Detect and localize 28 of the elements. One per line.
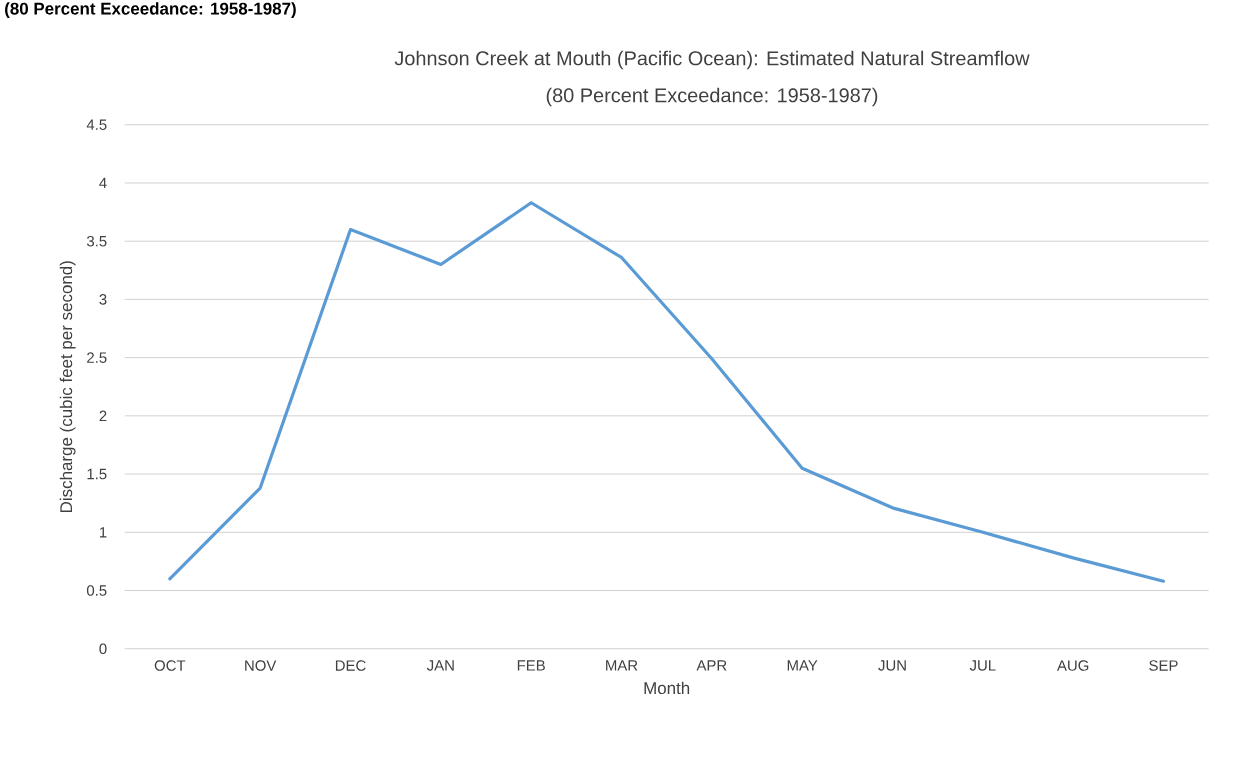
x-tick-label: FEB (517, 660, 545, 671)
chart-title: Johnson Creek at Mouth (Pacific Ocean): Estimated Natural Streamflow (394, 50, 1030, 70)
y-tick-label: 2.5 (87, 352, 107, 363)
y-tick-label: 1.5 (87, 468, 107, 480)
x-axis-title: Month (644, 681, 690, 695)
y-axis-title: Discharge (cubic feet per second) (59, 261, 76, 512)
line-series (168, 201, 1166, 583)
y-tick-label: 4.5 (86, 119, 107, 130)
x-tick-label: OCT (154, 660, 186, 671)
y-tick-label: 4 (99, 177, 107, 189)
x-tick-label: AUG (1057, 660, 1089, 671)
y-tick-label: 3 (99, 294, 107, 305)
x-tick-label: MAR (606, 660, 638, 671)
x-tick-label: JUN (878, 660, 906, 671)
x-tick-label: SEP (1149, 660, 1178, 671)
y-tick-label: 0.5 (86, 585, 107, 596)
y-tick-label: 0 (99, 643, 107, 655)
y-tick-label: 1 (99, 527, 107, 538)
x-tick-label: MAY (787, 660, 818, 671)
y-tick-label: 2 (99, 410, 107, 422)
y-tick-label: 3.5 (86, 235, 107, 247)
chart-subtitle: (80 Percent Exceedance: 1958-1987) (546, 87, 878, 107)
x-tick-label: DEC (335, 660, 366, 671)
x-tick-label: APR (696, 660, 727, 671)
text: (80 Percent Exceedance: 1958-1987) (5, 2, 296, 18)
x-tick-label: JAN (426, 660, 454, 671)
x-tick-label: NOV (245, 660, 277, 671)
x-tick-label: JUL (969, 660, 996, 671)
